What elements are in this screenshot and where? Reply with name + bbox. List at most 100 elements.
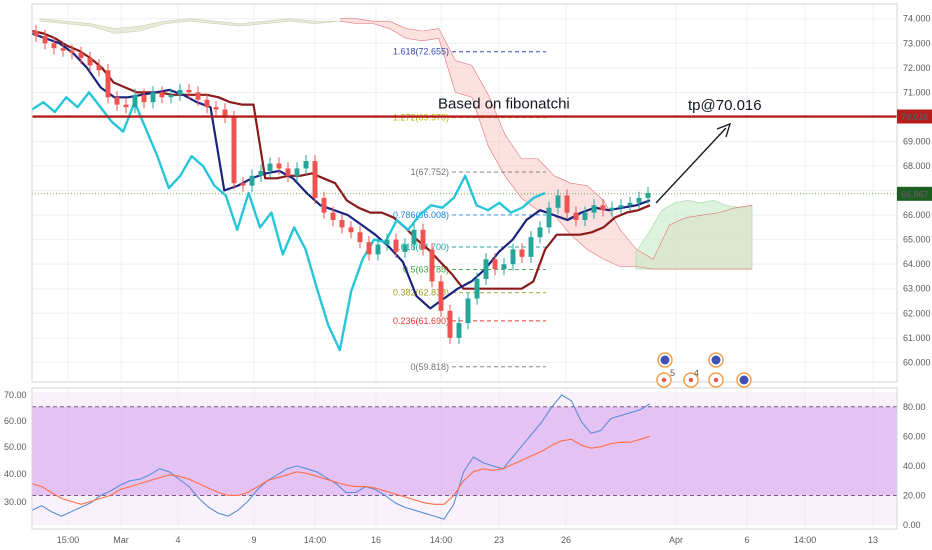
horizontal-price-lines [32, 115, 897, 195]
price-badge-label: 66.867 [901, 189, 929, 199]
fib-level-label: 1(67.752) [410, 167, 449, 177]
fib-level-label: 0(59.818) [410, 362, 449, 372]
event-icon-dot [688, 377, 694, 383]
candle-body [483, 259, 489, 279]
candle-body [582, 212, 588, 220]
candle-body [492, 259, 498, 270]
osc-left-tick-label: 30.00 [4, 497, 27, 507]
price-badge [897, 109, 932, 124]
candle-body [132, 94, 138, 108]
candle-body [438, 281, 444, 311]
candle-body [402, 244, 408, 252]
candle-body [159, 92, 165, 98]
candle-body [276, 163, 282, 169]
candle-body [42, 35, 48, 44]
x-tick-label: 9 [251, 535, 256, 545]
y-tick-label: 65.000 [903, 235, 931, 245]
y-tick-label: 74.000 [903, 14, 931, 24]
y-tick-label: 66.000 [903, 210, 931, 220]
fib-level-label: 1.618(72.655) [393, 47, 449, 57]
candle-body [321, 197, 327, 213]
event-icon-dot [713, 377, 719, 383]
lagging-line [31, 91, 546, 352]
candle-body [51, 43, 57, 49]
annotation-arrow [655, 127, 727, 204]
x-tick-label: 4 [175, 535, 180, 545]
y-tick-label: 69.000 [903, 136, 931, 146]
ichimoku-cloud [39, 18, 753, 270]
candle-body [600, 205, 606, 211]
fib-level-label: 0.382(62.838) [393, 288, 449, 298]
candle-body [429, 249, 435, 282]
cloud-edge [340, 18, 753, 260]
candle-body [447, 310, 453, 338]
x-tick-label: 14:00 [304, 535, 327, 545]
x-tick-label: 6 [744, 535, 749, 545]
candle-body [384, 239, 390, 245]
y-tick-label: 73.000 [903, 38, 931, 48]
candle-body [609, 207, 615, 211]
candlesticks [33, 24, 651, 344]
candle-body [546, 207, 552, 228]
y-tick-label: 62.000 [903, 308, 931, 318]
candle-body [186, 89, 192, 93]
candle-body [177, 89, 183, 95]
candle-body [240, 183, 246, 186]
osc-line [31, 435, 651, 505]
candle-body [303, 161, 309, 169]
candle-body [141, 94, 147, 103]
oscillator-pane-frame [31, 387, 898, 530]
candle-body [87, 58, 93, 66]
fib-level-label: 0.5(63.785) [403, 264, 449, 274]
candle-body [393, 239, 399, 252]
x-tick-label: 13 [868, 535, 878, 545]
candle-body [591, 205, 597, 213]
axes: 15:00 Mar 4 9 14:00 16 14:00 23 26 Apr 6 14:00 13 74.… [4, 3, 932, 545]
osc-line [31, 394, 651, 520]
candle-body [348, 227, 354, 233]
osc-band-fill [32, 406, 897, 496]
candle-body [375, 244, 381, 255]
osc-y-tick-label: 20.00 [903, 490, 926, 500]
candle-body [420, 229, 426, 250]
candle-body [573, 212, 579, 220]
osc-y-tick-label: 40.00 [903, 461, 926, 471]
candle-body [645, 193, 651, 198]
oscillator-pane [31, 392, 897, 525]
x-tick-label: Apr [669, 535, 683, 545]
candle-body [150, 92, 156, 103]
y-tick-label: 68.000 [903, 161, 931, 171]
annotation-text: tp@70.016 [688, 97, 762, 114]
osc-y-tick-label: 0.00 [903, 520, 921, 530]
candle-body [114, 97, 120, 105]
candle-body [222, 109, 228, 117]
candle-body [78, 53, 84, 58]
candle-body [96, 65, 102, 71]
x-tick-label: 26 [561, 535, 571, 545]
annotation-arrow-head [716, 122, 732, 138]
candle-body [33, 31, 39, 36]
candle-body [60, 48, 66, 51]
osc-left-tick-label: 70.00 [4, 390, 27, 400]
candle-body [618, 205, 624, 208]
flag-icon-inner [660, 355, 670, 365]
candle-body [465, 298, 471, 324]
price-badge [897, 186, 932, 201]
annotations: Based on fibonatchi tp@70.016 5 4 [438, 96, 762, 388]
candle-body [258, 170, 264, 176]
candle-body [294, 168, 300, 176]
candle-body [105, 70, 111, 98]
candle-body [168, 94, 174, 98]
flag-icon-inner [739, 375, 749, 385]
event-icon-dot [661, 377, 667, 383]
candle-body [249, 175, 255, 186]
price-badge-label: 70.016 [901, 112, 929, 122]
candle-body [627, 202, 633, 206]
candle-body [555, 195, 561, 208]
cloud-area [39, 18, 341, 34]
x-tick-label: Mar [113, 535, 129, 545]
candle-body [231, 116, 237, 184]
candle-body [474, 278, 480, 299]
osc-left-tick-label: 40.00 [4, 469, 27, 479]
